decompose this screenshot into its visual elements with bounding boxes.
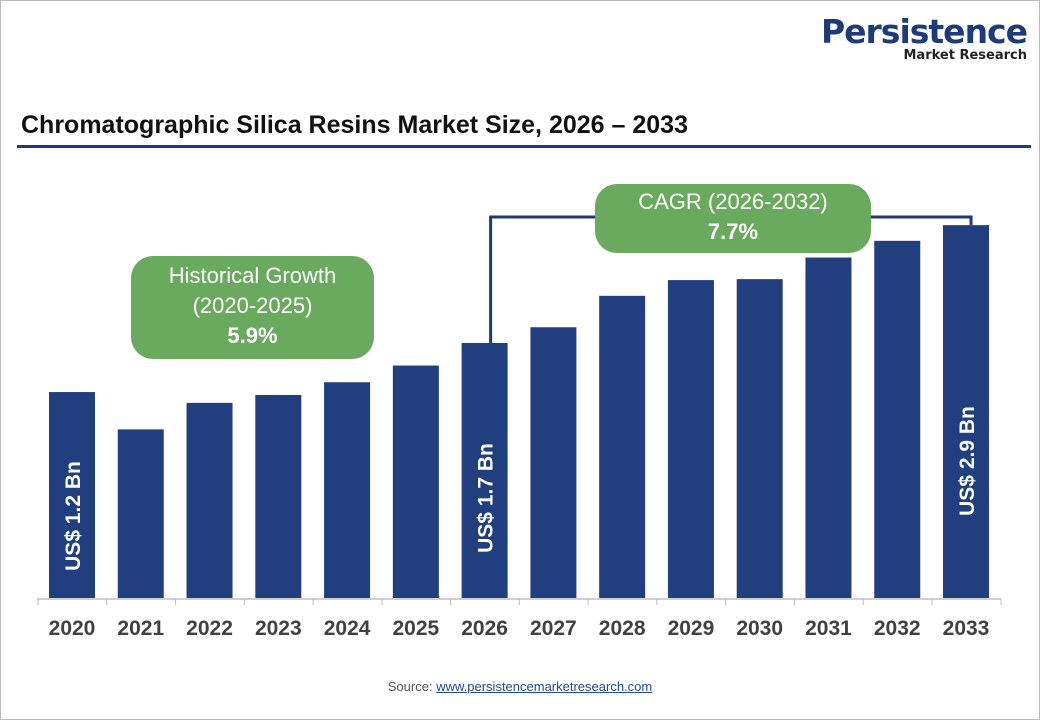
x-tick-label-2025: 2025 [392, 617, 439, 640]
bar-2030 [736, 279, 783, 598]
x-tick-label-2026: 2026 [461, 617, 508, 640]
bar-2021 [117, 429, 164, 598]
x-tick-label-2030: 2030 [736, 617, 783, 640]
cagr-value: 7.7% [707, 219, 759, 244]
x-tick-label-2027: 2027 [530, 617, 577, 640]
source-label: Source: [387, 679, 433, 694]
x-tick-label-2024: 2024 [324, 617, 371, 640]
source-note: Source: www.persistencemarketresearch.co… [1, 679, 1039, 694]
historical-period: (2020-2025) [192, 293, 313, 318]
source-link[interactable]: www.persistencemarketresearch.com [436, 679, 653, 694]
x-tick-label-2028: 2028 [599, 617, 646, 640]
x-tick-label-2029: 2029 [668, 617, 715, 640]
bar-2029 [667, 280, 714, 598]
logo-name: Persistence [820, 12, 1028, 51]
x-tick-label-2033: 2033 [943, 617, 990, 640]
chart-title: Chromatographic Silica Resins Market Siz… [21, 111, 688, 139]
cagr-label: CAGR (2026-2032) [638, 189, 828, 214]
historical-value: 5.9% [227, 323, 278, 348]
bar-2024 [324, 382, 371, 598]
x-tick-label-2031: 2031 [805, 617, 852, 640]
bar-2028 [599, 295, 646, 598]
data-label-2026: US$ 1.7 Bn [475, 443, 498, 553]
x-tick-label-2021: 2021 [117, 617, 164, 640]
x-tick-label-2023: 2023 [255, 617, 302, 640]
bar-2031 [805, 257, 852, 598]
x-tick-label-2022: 2022 [186, 617, 233, 640]
bar-2033 [943, 225, 990, 598]
data-label-2033: US$ 2.9 Bn [956, 406, 979, 516]
x-tick-label-2020: 2020 [49, 617, 96, 640]
bar-2022 [186, 402, 233, 598]
data-label-2020: US$ 1.2 Bn [62, 461, 85, 571]
x-tick-label-2032: 2032 [874, 617, 921, 640]
bar-2020 [49, 392, 95, 598]
logo-subtitle: Market Research [903, 48, 1028, 63]
bar-2026 [461, 342, 508, 598]
bar-2027 [530, 327, 577, 598]
bar-2032 [874, 240, 921, 598]
bar-2025 [392, 365, 439, 598]
historical-label: Historical Growth [168, 263, 337, 288]
bar-2023 [255, 395, 302, 598]
title-divider [17, 145, 1031, 148]
logo: Persistence Market Research [820, 12, 1028, 63]
historical-growth-callout: Historical Growth (2020-2025) 5.9% [131, 256, 374, 359]
cagr-callout: CAGR (2026-2032) 7.7% [595, 184, 871, 253]
